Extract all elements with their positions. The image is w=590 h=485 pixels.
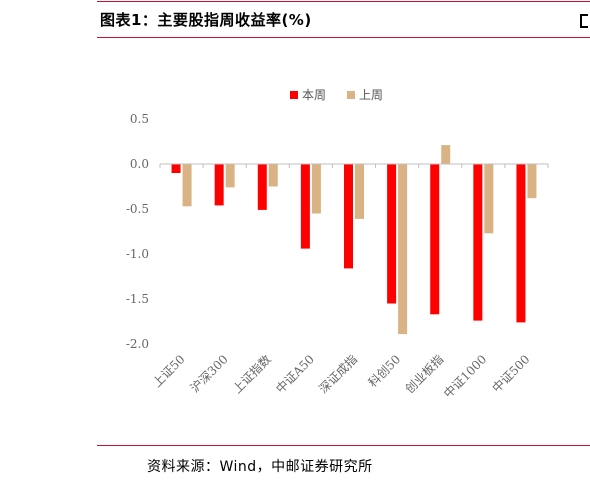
x-tick-label: 沪深300 xyxy=(188,352,231,395)
x-tick-label: 创业板指 xyxy=(402,352,447,397)
legend-swatch xyxy=(347,91,355,99)
x-tick-label: 上证指数 xyxy=(229,352,274,397)
bar xyxy=(225,164,235,188)
bar xyxy=(344,164,353,269)
y-tick-label: -0.5 xyxy=(126,202,149,216)
bar xyxy=(268,164,278,187)
bar xyxy=(527,164,537,199)
bar xyxy=(214,164,224,206)
legend-swatch xyxy=(290,91,298,99)
x-tick-label: 科创50 xyxy=(366,352,404,390)
bar xyxy=(311,164,321,214)
bar xyxy=(516,164,526,323)
y-tick-label: 0.0 xyxy=(130,157,149,171)
y-tick-label: -1.0 xyxy=(126,247,149,261)
bar xyxy=(473,164,483,321)
bar xyxy=(171,164,181,173)
y-tick-label: -1.5 xyxy=(126,292,149,306)
bar xyxy=(257,164,267,210)
bar xyxy=(484,164,494,234)
bar xyxy=(300,164,310,249)
y-tick-label: 0.5 xyxy=(130,112,149,126)
bar xyxy=(355,164,364,219)
x-tick-label: 中证A50 xyxy=(273,352,318,397)
x-tick-label: 深证成指 xyxy=(316,352,361,397)
chart-title: 图表1：主要股指周收益率(%) xyxy=(100,11,312,29)
corner-mark xyxy=(580,14,588,28)
bottom-rule xyxy=(97,445,590,446)
bar xyxy=(182,164,192,207)
x-tick-label: 中证1000 xyxy=(440,352,489,401)
bar xyxy=(398,164,408,335)
top-rule xyxy=(97,1,590,2)
legend-label: 本周 xyxy=(302,88,326,102)
bar xyxy=(441,145,451,164)
x-tick-label: 上证50 xyxy=(150,352,188,390)
y-tick-label: -2.0 xyxy=(126,337,149,351)
bar xyxy=(387,164,397,304)
source-note: 资料来源：Wind，中邮证券研究所 xyxy=(147,459,373,475)
x-tick-label: 中证500 xyxy=(489,352,533,396)
title-rule xyxy=(97,37,590,38)
bar xyxy=(430,164,440,315)
legend-label: 上周 xyxy=(359,88,383,102)
